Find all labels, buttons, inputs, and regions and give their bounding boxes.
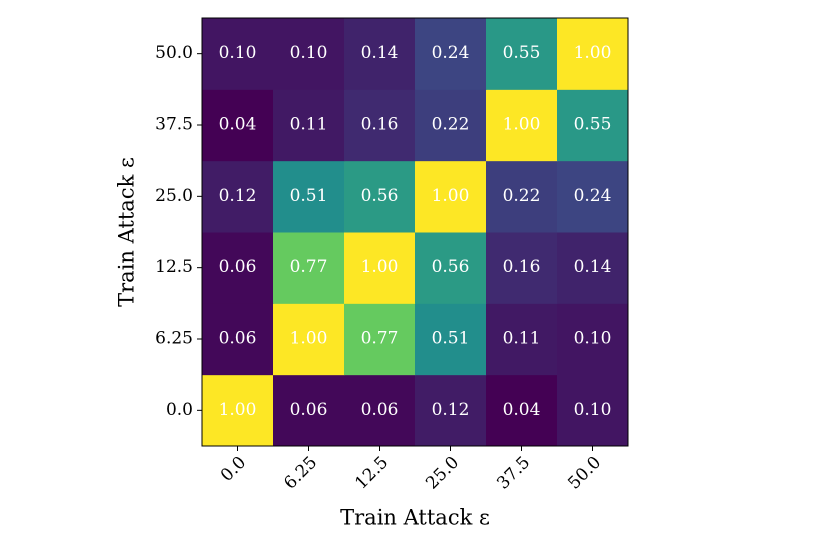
heatmap-cell: [344, 232, 416, 304]
heatmap-cell: [557, 18, 629, 90]
y-tick-label: 37.5: [155, 115, 193, 135]
cell-label: 0.10: [574, 400, 612, 420]
heatmap-cell: [486, 232, 558, 304]
x-tick-label: 12.5: [351, 453, 392, 494]
x-tick-label: 50.0: [564, 453, 605, 494]
cell-label: 0.10: [219, 43, 257, 63]
heatmap-cell: [273, 89, 345, 162]
cell-label: 1.00: [432, 186, 470, 206]
heatmap-cell: [415, 303, 487, 376]
heatmap-cell: [344, 374, 416, 447]
heatmap-cell: [415, 18, 487, 90]
y-tick-label: 6.25: [155, 329, 193, 349]
heatmap-cell: [202, 374, 274, 447]
heatmap-cell: [486, 18, 558, 90]
heatmap-cell: [202, 232, 274, 304]
cell-label: 1.00: [503, 115, 541, 135]
y-tick-label: 25.0: [155, 186, 193, 206]
heatmap-cell: [557, 89, 629, 162]
y-tick-label: 0.0: [166, 400, 193, 420]
cell-label: 0.77: [361, 329, 399, 349]
heatmap-cell: [415, 89, 487, 162]
cell-label: 0.04: [219, 115, 257, 135]
cell-label: 1.00: [361, 257, 399, 277]
cell-label: 0.55: [503, 43, 541, 63]
cell-label: 0.06: [361, 400, 399, 420]
cell-label: 0.56: [432, 257, 470, 277]
cell-label: 0.14: [574, 257, 612, 277]
cell-label: 0.51: [290, 186, 328, 206]
cell-label: 1.00: [219, 400, 257, 420]
cell-label: 0.24: [574, 186, 612, 206]
plot-frame: [201, 17, 629, 447]
cell-label: 0.11: [290, 115, 328, 135]
cell-label: 0.14: [361, 43, 399, 63]
x-axis-title: Train Attack ε: [340, 506, 490, 530]
cell-label: 0.10: [574, 329, 612, 349]
x-tick-label: 37.5: [493, 453, 534, 494]
heatmap-cell: [202, 89, 274, 162]
heatmap-cell: [486, 160, 558, 233]
cell-label: 1.00: [290, 329, 328, 349]
heatmap-cell: [202, 303, 274, 376]
heatmap-cell: [557, 374, 629, 447]
y-axis-title: Train Attack ε: [115, 157, 139, 307]
heatmap-cell: [557, 160, 629, 233]
heatmap-cell: [486, 374, 558, 447]
cell-label: 0.06: [219, 257, 257, 277]
cell-label: 0.06: [219, 329, 257, 349]
heatmap-cell: [273, 18, 345, 90]
cell-label: 0.12: [432, 400, 470, 420]
heatmap-cell: [344, 303, 416, 376]
heatmap-cell: [273, 303, 345, 376]
heatmap-cell: [344, 160, 416, 233]
cell-label: 0.22: [503, 186, 541, 206]
heatmap-cell: [344, 18, 416, 90]
cell-label: 0.22: [432, 115, 470, 135]
heatmap-cell: [415, 160, 487, 233]
cell-label: 0.11: [503, 329, 541, 349]
cell-label: 0.55: [574, 115, 612, 135]
y-tick-label: 12.5: [155, 257, 193, 277]
heatmap-cell: [486, 89, 558, 162]
heatmap-cell: [415, 374, 487, 447]
heatmap-cell: [415, 232, 487, 304]
cell-label: 1.00: [574, 43, 612, 63]
heatmap-cell: [273, 232, 345, 304]
cell-label: 0.77: [290, 257, 328, 277]
y-tick-label: 50.0: [155, 43, 193, 63]
heatmap-cell: [486, 303, 558, 376]
x-tick-label: 25.0: [422, 453, 463, 494]
cell-label: 0.24: [432, 43, 470, 63]
heatmap-cell: [273, 374, 345, 447]
cell-label: 0.16: [503, 257, 541, 277]
heatmap-cell: [202, 18, 274, 90]
cell-label: 0.04: [503, 400, 541, 420]
cell-label: 0.51: [432, 329, 470, 349]
x-tick-label: 0.0: [217, 453, 250, 486]
heatmap-cell: [557, 303, 629, 376]
heatmap-cell: [202, 160, 274, 233]
cell-label: 0.16: [361, 115, 399, 135]
cell-label: 0.06: [290, 400, 328, 420]
cell-label: 0.10: [290, 43, 328, 63]
heatmap-cell: [557, 232, 629, 304]
cell-label: 0.12: [219, 186, 257, 206]
x-tick-label: 6.25: [280, 453, 321, 494]
heatmap-cell: [273, 160, 345, 233]
cell-label: 0.56: [361, 186, 399, 206]
heatmap-cell: [344, 89, 416, 162]
